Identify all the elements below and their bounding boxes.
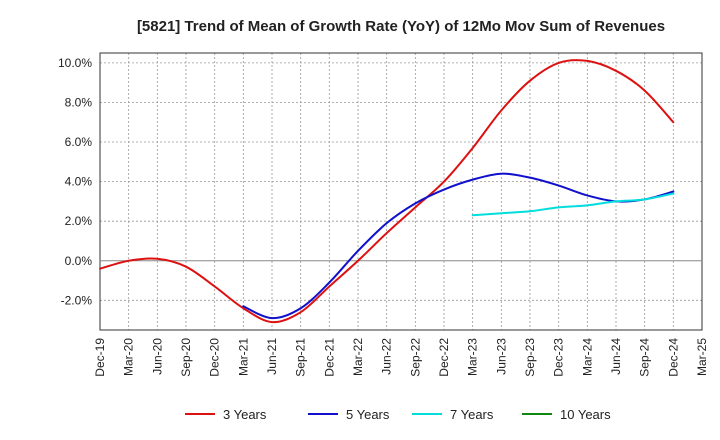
y-tick-label: 6.0% [65,135,93,149]
x-tick-label: Jun-22 [380,338,394,375]
x-tick-label: Jun-24 [609,338,623,375]
x-tick-label: Jun-23 [494,338,508,375]
x-tick-label: Dec-20 [208,338,222,377]
x-tick-label: Dec-23 [552,338,566,377]
x-axis: Dec-19 Mar-20 Jun-20 Sep-20 Dec-20 Mar-21 Jun-… [93,338,709,377]
y-tick-label: -2.0% [61,293,93,307]
y-tick-label: 8.0% [65,95,93,109]
plot-area [99,52,703,331]
series-line-3-years [99,59,675,324]
x-tick-label: Sep-20 [179,338,193,377]
y-tick-label: 2.0% [65,214,93,228]
series-line-5-years [242,172,675,320]
y-tick-label: 10.0% [58,56,92,70]
series-lines [99,59,675,324]
legend-item: 7 Years [412,407,494,422]
x-tick-label: Jun-21 [265,338,279,375]
y-tick-label: 0.0% [65,254,93,268]
y-tick-label: 4.0% [65,175,93,189]
x-tick-label: Dec-24 [666,338,680,377]
series-line-7-years [471,192,675,217]
x-tick-label: Sep-21 [294,338,308,377]
legend-label: 10 Years [560,407,611,422]
legend: 3 Years 5 Years 7 Years 10 Years [185,407,611,422]
x-tick-label: Dec-22 [437,338,451,377]
legend-label: 3 Years [223,407,267,422]
y-axis: -2.0% 0.0% 2.0% 4.0% 6.0% 8.0% 10.0% [58,56,92,307]
chart-title: [5821] Trend of Mean of Growth Rate (YoY… [137,18,665,35]
x-tick-label: Mar-20 [122,338,136,376]
x-tick-label: Dec-19 [93,338,107,377]
x-tick-label: Dec-21 [322,338,336,377]
x-tick-label: Mar-22 [351,338,365,376]
legend-item: 10 Years [522,407,611,422]
x-tick-label: Sep-23 [523,338,537,377]
x-tick-label: Mar-24 [580,338,594,376]
legend-item: 3 Years [185,407,267,422]
x-tick-label: Sep-24 [638,338,652,377]
x-tick-label: Jun-20 [150,338,164,375]
legend-label: 7 Years [450,407,494,422]
legend-item: 5 Years [308,407,390,422]
grid [100,53,702,330]
x-tick-label: Sep-22 [408,338,422,377]
x-tick-label: Mar-21 [236,338,250,376]
x-tick-label: Mar-25 [695,338,709,376]
legend-label: 5 Years [346,407,390,422]
x-tick-label: Mar-23 [466,338,480,376]
